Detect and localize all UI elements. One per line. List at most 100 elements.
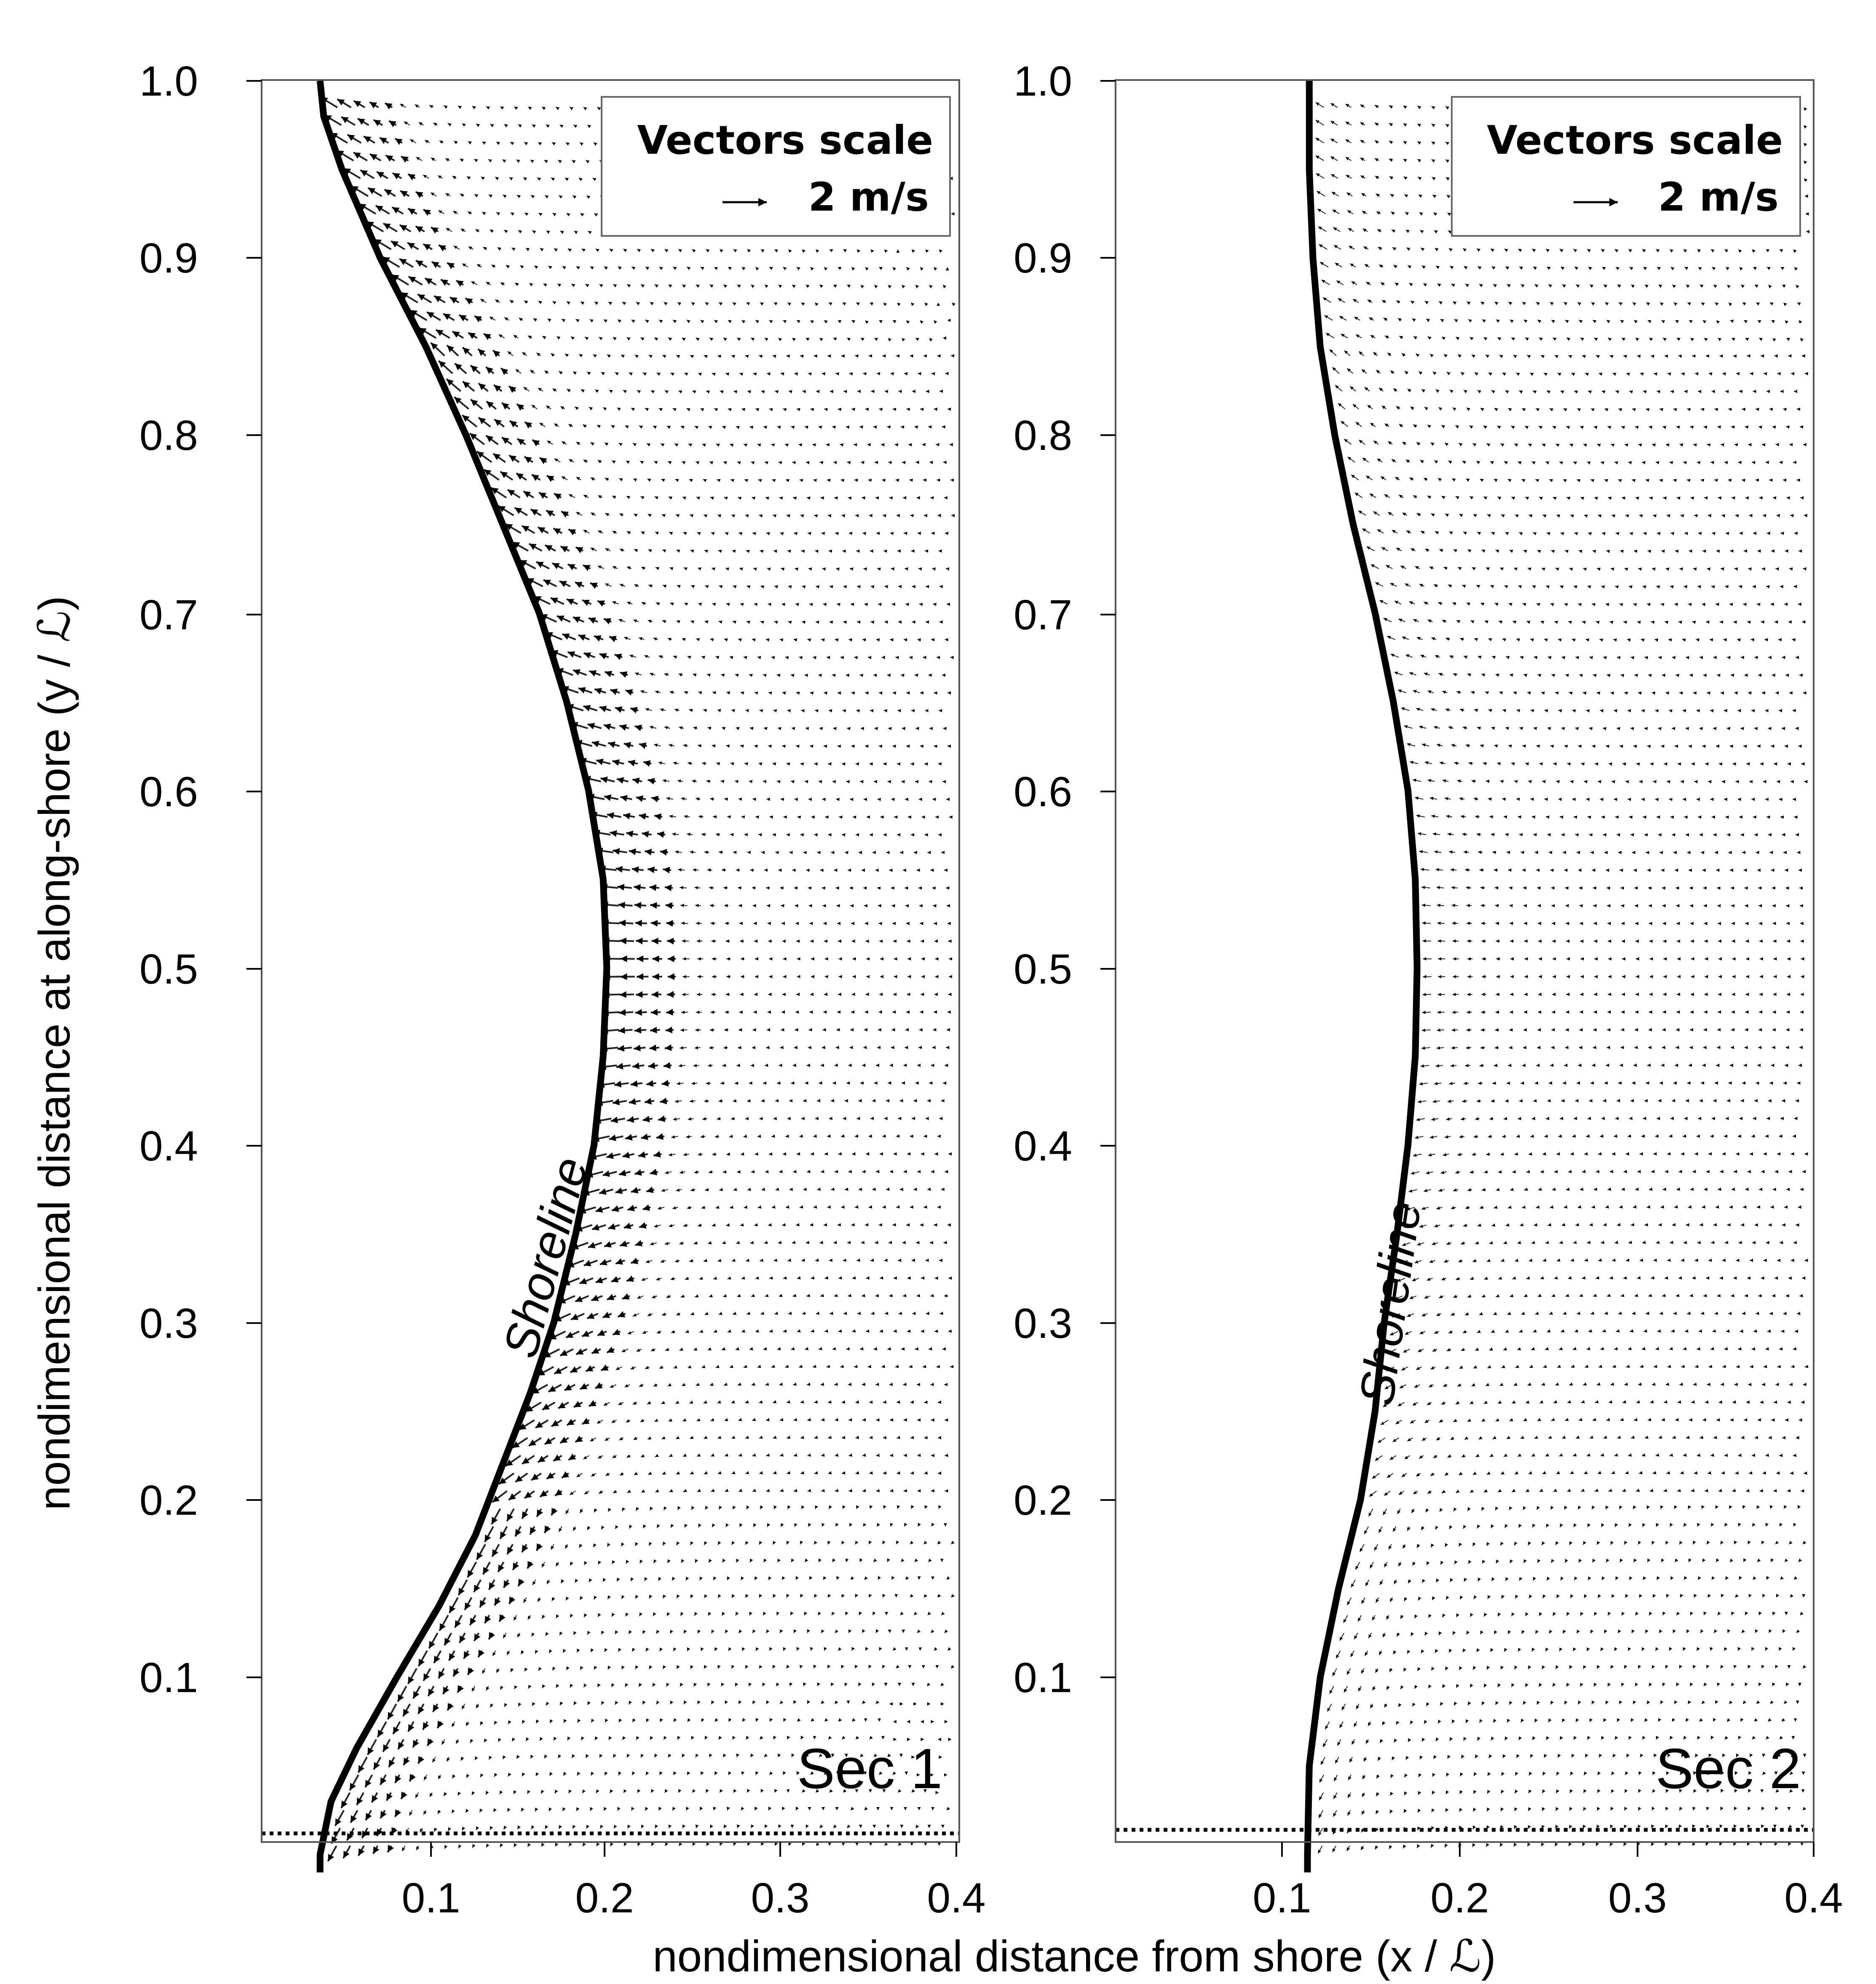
vector-arrow (710, 1453, 715, 1457)
vector-arrow (612, 1329, 621, 1336)
vector-arrow (482, 141, 486, 145)
vector-arrow (602, 1578, 606, 1582)
vector-arrow (493, 1808, 497, 1813)
vector-arrow (1372, 1615, 1376, 1621)
vector-arrow (515, 1472, 528, 1483)
vector-arrow (532, 439, 540, 447)
x-tick-label: 0.4 (927, 1874, 985, 1922)
vector-arrow (353, 151, 368, 162)
vector-arrow (412, 1739, 419, 1748)
vector-arrow (658, 1115, 666, 1122)
vector-arrow (1459, 1595, 1463, 1600)
vector-arrow (1465, 1312, 1469, 1316)
vector-arrow (726, 1223, 730, 1227)
vector-arrow (563, 1772, 567, 1776)
vector-arrow (556, 336, 561, 340)
vector-arrow (626, 1454, 631, 1458)
vector-arrow (553, 1454, 562, 1462)
vector-arrow (417, 1650, 428, 1667)
vector-arrow (539, 1737, 543, 1741)
vector-arrow (478, 417, 491, 428)
vector-arrow (576, 1807, 580, 1811)
vector-arrow (479, 1721, 484, 1725)
vector-arrow (1400, 1685, 1404, 1690)
vector-arrow (626, 1560, 629, 1564)
x-tick-label: 0.2 (575, 1874, 634, 1922)
vector-arrow (1398, 1562, 1402, 1567)
vector-arrow (1517, 1117, 1522, 1120)
vector-arrow (1530, 1134, 1534, 1138)
vector-arrow (1445, 1666, 1449, 1671)
vector-arrow (1595, 1489, 1599, 1492)
vector-arrow (407, 208, 417, 215)
vector-arrow (510, 1668, 514, 1672)
vector-arrow (1362, 1775, 1366, 1780)
vector-arrow (1445, 1135, 1451, 1139)
vector-arrow (1465, 1719, 1469, 1723)
vector-arrow (1427, 1490, 1432, 1494)
vector-arrow (485, 1791, 489, 1795)
vector-arrow (1608, 1489, 1613, 1492)
vector-arrow (731, 1471, 736, 1474)
vector-arrow (500, 471, 514, 481)
vector-arrow (521, 1544, 528, 1553)
vector-arrow (582, 424, 587, 428)
vector-arrow (1412, 1402, 1418, 1406)
vector-arrow (688, 1365, 692, 1369)
vector-arrow (384, 189, 396, 197)
vector-arrow (549, 1719, 553, 1723)
vector-arrow (1493, 1312, 1497, 1315)
vector-arrow (409, 139, 416, 144)
vector-arrow (1481, 1701, 1485, 1706)
vector-arrow (486, 1686, 490, 1691)
vector-arrow (816, 585, 820, 589)
vector-arrow (1335, 1650, 1341, 1659)
vector-arrow (1580, 1612, 1584, 1616)
vector-arrow (416, 1845, 420, 1850)
vector-arrow (524, 456, 533, 463)
vector-arrow (1347, 1810, 1351, 1816)
panel-sec-1: Vectors scale 2 m/s Sec 1 Shoreline 0.1 … (139, 58, 986, 1922)
vector-arrow (618, 901, 633, 909)
vector-arrow (590, 477, 595, 481)
vector-arrow (639, 1559, 643, 1564)
vector-arrow (514, 1843, 517, 1848)
vector-arrow (663, 866, 672, 874)
vector-arrow (1332, 1845, 1336, 1853)
vector-arrow (508, 455, 520, 463)
vector-arrow (1364, 1526, 1369, 1535)
vector-arrow (710, 638, 714, 642)
vector-arrow (1416, 1844, 1420, 1848)
vector-arrow (458, 1844, 462, 1849)
vector-arrow (678, 1064, 685, 1067)
vector-arrow (579, 1596, 583, 1600)
vector-arrow (445, 193, 451, 197)
vector-arrow (387, 1703, 397, 1720)
vector-arrow (498, 1614, 506, 1622)
vector-arrow (528, 106, 532, 110)
vector-arrow (1459, 1790, 1463, 1794)
vector-arrow (1464, 1578, 1467, 1582)
vector-arrow (1568, 1824, 1573, 1829)
vector-arrow (684, 815, 690, 818)
vector-arrow (717, 1400, 721, 1404)
vector-arrow (517, 1825, 521, 1829)
vector-arrow (1542, 1152, 1547, 1156)
vector-arrow (1462, 1648, 1466, 1652)
vector-arrow (716, 762, 720, 766)
vector-arrow (704, 549, 708, 553)
vector-arrow (490, 123, 494, 128)
vector-arrow (679, 726, 684, 730)
vector-arrow (1445, 1366, 1450, 1369)
vector-arrow (711, 532, 715, 535)
vector-arrow (1479, 1206, 1484, 1209)
vector-arrow (448, 1597, 459, 1614)
vector-arrow (551, 177, 555, 181)
y-tick-label: 0.8 (139, 412, 198, 459)
vector-arrow (715, 1134, 720, 1138)
vector-arrow (474, 1756, 478, 1760)
vector-arrow (1534, 1436, 1539, 1439)
vector-arrow (369, 101, 379, 109)
vector-arrow (669, 1454, 673, 1457)
vector-arrow (1457, 1383, 1461, 1387)
